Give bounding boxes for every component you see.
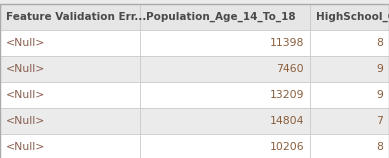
Bar xyxy=(310,82,389,108)
Text: Feature Validation Err...: Feature Validation Err... xyxy=(6,12,146,22)
Bar xyxy=(0,134,140,158)
Text: 10206: 10206 xyxy=(269,142,304,152)
Text: <Null>: <Null> xyxy=(6,64,46,74)
Bar xyxy=(310,134,389,158)
Text: 7: 7 xyxy=(376,116,383,126)
Text: 13209: 13209 xyxy=(270,90,304,100)
Text: 8: 8 xyxy=(376,38,383,48)
Bar xyxy=(310,30,389,56)
Text: 9: 9 xyxy=(376,90,383,100)
Bar xyxy=(140,30,310,56)
Text: 8: 8 xyxy=(376,142,383,152)
Bar xyxy=(0,0,389,4)
Bar xyxy=(0,30,140,56)
Text: <Null>: <Null> xyxy=(6,90,46,100)
Bar xyxy=(0,4,140,30)
Text: 14804: 14804 xyxy=(270,116,304,126)
Text: 9: 9 xyxy=(376,64,383,74)
Text: <Null>: <Null> xyxy=(6,116,46,126)
Bar xyxy=(140,108,310,134)
Text: 11398: 11398 xyxy=(270,38,304,48)
Bar xyxy=(310,56,389,82)
Bar xyxy=(0,56,140,82)
Text: HighSchool_Count: HighSchool_Count xyxy=(316,12,389,22)
Bar xyxy=(0,82,140,108)
Text: <Null>: <Null> xyxy=(6,142,46,152)
Bar xyxy=(140,56,310,82)
Bar xyxy=(310,4,389,30)
Bar xyxy=(140,134,310,158)
Text: 7460: 7460 xyxy=(276,64,304,74)
Text: <Null>: <Null> xyxy=(6,38,46,48)
Bar xyxy=(310,108,389,134)
Text: Population_Age_14_To_18: Population_Age_14_To_18 xyxy=(146,12,296,22)
Bar xyxy=(140,4,310,30)
Bar xyxy=(0,108,140,134)
Bar xyxy=(140,82,310,108)
